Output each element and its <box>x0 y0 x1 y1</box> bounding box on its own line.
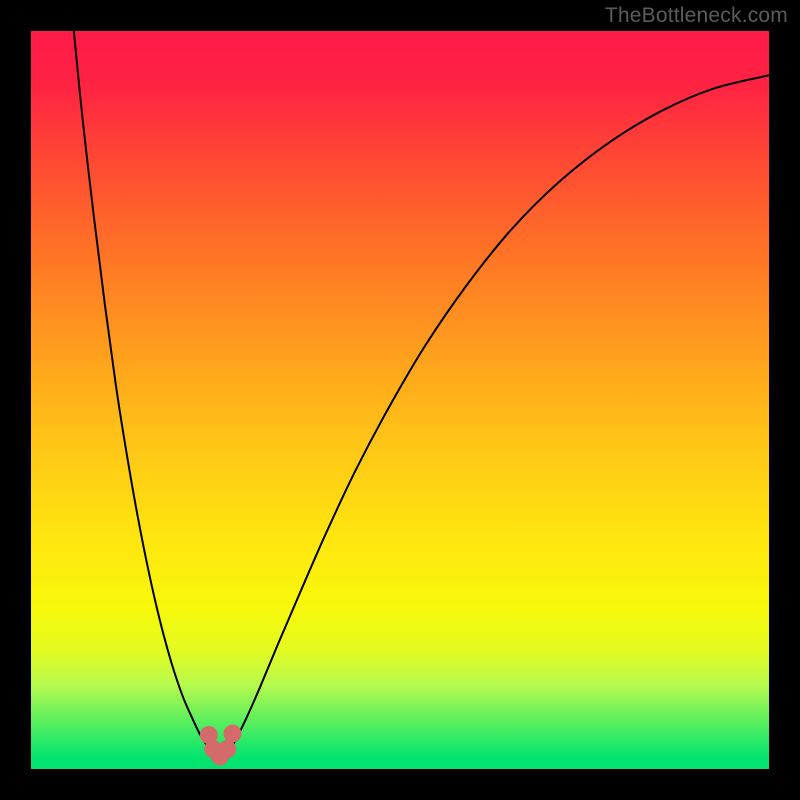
valley-marker <box>223 725 241 743</box>
curve-layer <box>31 31 769 769</box>
chart-container: TheBottleneck.com <box>0 0 800 800</box>
bottleneck-curve <box>74 31 769 760</box>
valley-marker <box>218 740 236 758</box>
plot-area <box>31 31 769 769</box>
watermark-text: TheBottleneck.com <box>605 4 788 28</box>
